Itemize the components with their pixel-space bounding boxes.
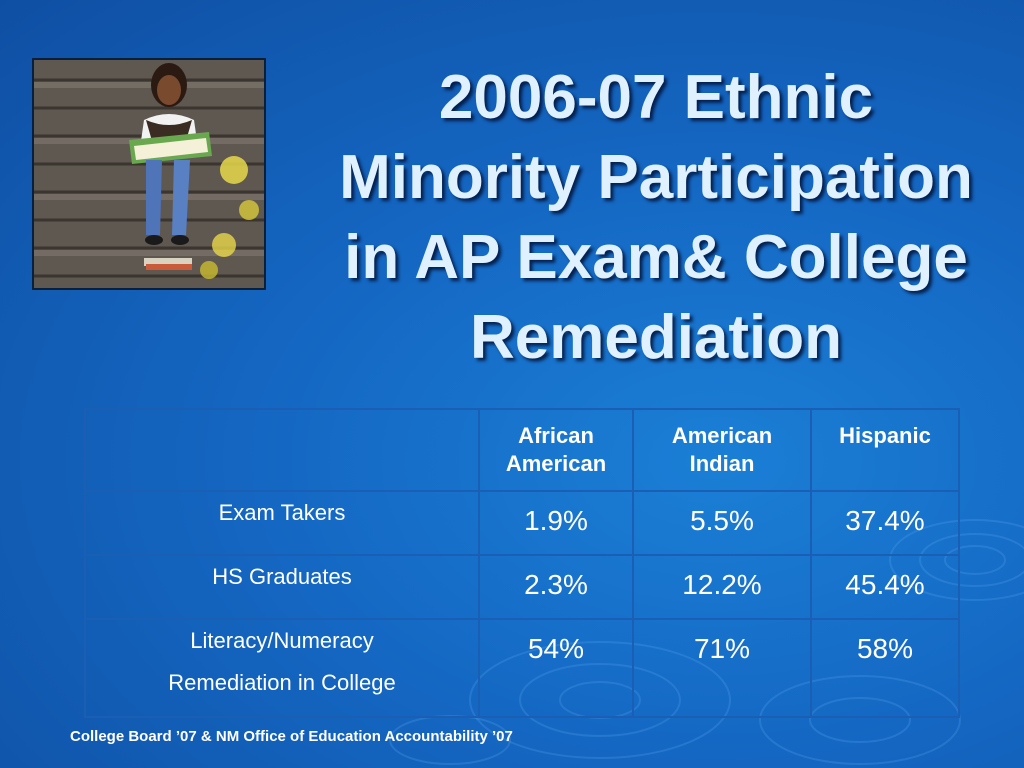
title-line-2: Minority Participation [339,143,973,212]
table-header-row: African American American Indian Hispani… [84,408,960,492]
row-label-exam-takers: Exam Takers [84,490,480,556]
header-empty-cell [84,408,480,492]
participation-table: African American American Indian Hispani… [84,408,960,718]
header-indian-line-2: Indian [689,451,755,476]
cell-remediation-american-indian: 71% [632,618,812,718]
header-african-line-1: African [518,423,594,448]
title-line-1: 2006-07 Ethnic [438,63,874,132]
header-indian-line-1: American [671,423,773,448]
cell-hs-graduates-african-american: 2.3% [478,554,634,620]
header-african-american: African American [478,408,634,492]
cell-remediation-hispanic: 58% [810,618,960,718]
cell-hs-graduates-american-indian: 12.2% [632,554,812,620]
row-label-remediation-line-2: Remediation in College [168,670,396,695]
student-photo [32,58,266,290]
header-hispanic-line-1: Hispanic [839,423,931,448]
cell-exam-takers-hispanic: 37.4% [810,490,960,556]
title-line-4: Remediation [469,303,843,372]
row-label-remediation-line-1: Literacy/Numeracy [190,628,374,653]
source-footer: College Board ’07 & NM Office of Educati… [70,728,513,745]
title-line-3: in AP Exam& College [344,223,968,292]
row-label-hs-graduates: HS Graduates [84,554,480,620]
table-row: HS Graduates 2.3% 12.2% 45.4% [84,554,960,620]
header-hispanic: Hispanic [810,408,960,492]
cell-remediation-african-american: 54% [478,618,634,718]
slide-title: 2006-07 Ethnic Minority Participation in… [300,58,1012,378]
table-row: Exam Takers 1.9% 5.5% 37.4% [84,490,960,556]
table-row: Literacy/Numeracy Remediation in College… [84,618,960,718]
cell-exam-takers-american-indian: 5.5% [632,490,812,556]
cell-exam-takers-african-american: 1.9% [478,490,634,556]
header-american-indian: American Indian [632,408,812,492]
header-african-line-2: American [505,451,607,476]
cell-hs-graduates-hispanic: 45.4% [810,554,960,620]
row-label-remediation: Literacy/Numeracy Remediation in College [84,618,480,718]
